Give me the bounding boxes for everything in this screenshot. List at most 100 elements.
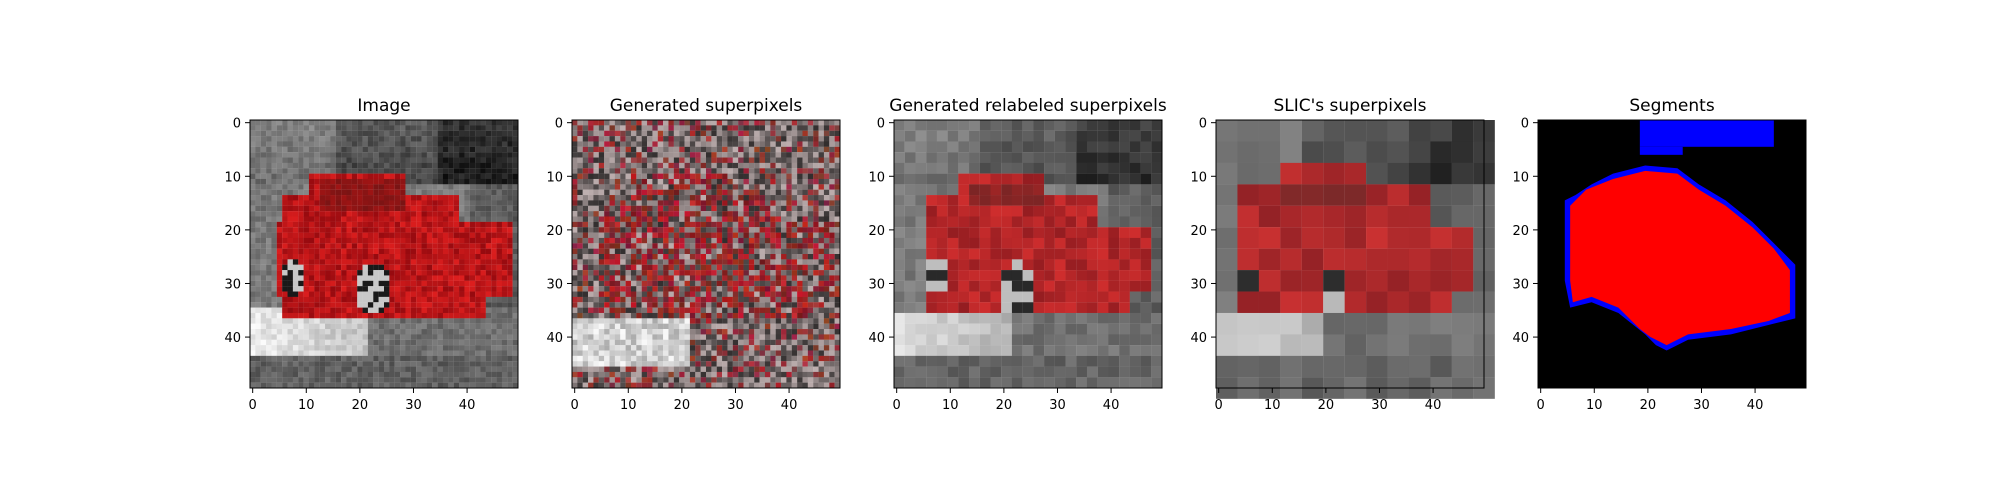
image-pixel (485, 371, 492, 378)
image-pixel (330, 371, 336, 378)
superpixel-cell (620, 173, 626, 180)
image-pixel (298, 275, 304, 281)
superpixel-cell (759, 345, 766, 351)
superpixel-cell (727, 168, 733, 174)
superpixel-cell (807, 227, 814, 233)
image-pixel (469, 259, 476, 265)
image-pixel (426, 312, 433, 319)
image-pixel (432, 280, 438, 287)
superpixel-cell (754, 178, 760, 185)
superpixel-cell (625, 162, 632, 169)
image-pixel (362, 211, 369, 217)
superpixel-cell (834, 184, 841, 190)
superpixel-cell (663, 254, 669, 260)
image-pixel (469, 318, 476, 324)
image-pixel (464, 248, 470, 255)
image-pixel (271, 221, 277, 228)
superpixel-cell (818, 371, 825, 378)
image-pixel (400, 312, 406, 319)
superpixel-cell (711, 200, 717, 206)
image-pixel (298, 270, 304, 276)
image-pixel (416, 270, 422, 276)
image-pixel (357, 270, 363, 276)
image-pixel (357, 130, 363, 137)
superpixel-cell (748, 232, 755, 239)
image-pixel (448, 382, 454, 389)
superpixel-cell (593, 120, 599, 126)
superpixel-cell (582, 254, 589, 260)
image-pixel (432, 227, 438, 233)
superpixel-cell (781, 329, 787, 335)
superpixel-cell (625, 318, 632, 324)
superpixel-cell (604, 205, 610, 212)
superpixel-cell (834, 323, 841, 330)
superpixel-cell (797, 329, 803, 335)
superpixel-cell (577, 291, 583, 297)
superpixel-cell (652, 312, 658, 319)
superpixel-cell (802, 371, 808, 378)
image-pixel (308, 173, 315, 180)
superpixel-cell (700, 168, 707, 174)
image-pixel (287, 345, 293, 351)
image-pixel (475, 318, 481, 324)
superpixel-cell (598, 307, 605, 314)
image-pixel (250, 291, 256, 297)
superpixel-cell (593, 221, 599, 228)
image-pixel (394, 205, 401, 212)
superpixel-cell (743, 130, 749, 137)
y-tick-label: 30 (224, 277, 241, 292)
image-pixel (389, 221, 395, 228)
superpixel-cell (679, 178, 685, 185)
superpixel-cell (834, 264, 841, 271)
image-pixel (453, 339, 460, 346)
superpixel-cell (641, 216, 648, 222)
image-pixel (394, 307, 401, 314)
superpixel-cell (588, 350, 594, 356)
image-pixel (367, 286, 374, 292)
superpixel-cell (743, 152, 749, 158)
superpixel-cell (668, 371, 674, 378)
superpixel-cell (818, 184, 825, 190)
superpixel-cell (722, 237, 728, 244)
superpixel-cell (604, 130, 610, 137)
superpixel-cell (614, 371, 621, 378)
superpixel-cell (679, 205, 685, 212)
superpixel-cell (829, 205, 835, 212)
image-pixel (480, 157, 486, 163)
superpixel-cell (695, 195, 701, 201)
superpixel-cell (641, 146, 648, 153)
image-pixel (421, 248, 427, 255)
image-pixel (378, 323, 385, 330)
superpixel-cell (797, 366, 803, 373)
superpixel-cell (582, 350, 589, 356)
superpixel-cell (754, 221, 760, 228)
superpixel-cell (764, 141, 771, 147)
superpixel-cell (700, 350, 707, 356)
superpixel-cell (630, 377, 637, 383)
superpixel-cell (657, 227, 664, 233)
superpixel-cell (679, 296, 685, 303)
image-pixel (287, 141, 293, 147)
superpixel-cell (770, 243, 776, 249)
superpixel-cell (647, 205, 653, 212)
superpixel-cell (609, 173, 615, 180)
image-pixel (442, 291, 449, 297)
superpixel-cell (706, 318, 712, 324)
y-tick-label: 0 (233, 117, 241, 132)
image-pixel (250, 205, 256, 212)
image-pixel (501, 232, 508, 239)
image-pixel (287, 270, 293, 276)
image-pixel (260, 248, 267, 255)
image-pixel (501, 141, 508, 147)
panel-title: Image (357, 96, 410, 116)
superpixel-cell (748, 302, 755, 308)
superpixel-cell (738, 146, 744, 153)
image-pixel (437, 371, 444, 378)
image-pixel (464, 355, 470, 362)
superpixel-cell (636, 130, 642, 137)
superpixel-cell (738, 355, 744, 362)
image-pixel (410, 339, 417, 346)
superpixel-cell (797, 318, 803, 324)
image-pixel (367, 141, 374, 147)
image-pixel (319, 382, 326, 389)
